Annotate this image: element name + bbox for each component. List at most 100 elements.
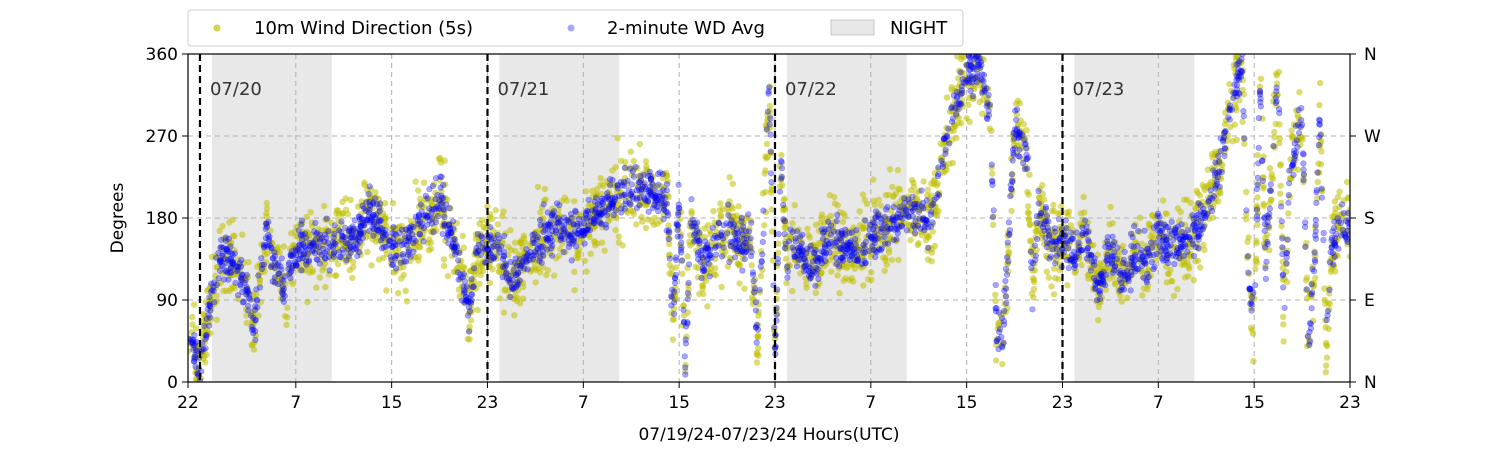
- wd5s-point-597: [1271, 128, 1278, 136]
- wd5s-point-2442: [417, 195, 424, 203]
- wd2min-point-1983: [1012, 107, 1019, 114]
- wd2min-point-2230: [412, 213, 419, 220]
- wd2min-point-1306: [548, 252, 556, 259]
- wd5s-point-2309: [226, 219, 233, 226]
- wd5s-point-2086: [805, 231, 812, 239]
- wd2min-point-1490: [931, 196, 938, 203]
- wd2min-point-1682: [1320, 236, 1327, 244]
- wd2min-point-927: [757, 263, 764, 270]
- wd2min-point-1941: [1121, 248, 1128, 255]
- wd5s-point-805: [735, 203, 742, 210]
- wd2min-point-1867: [239, 288, 246, 296]
- wd2min-point-577: [610, 211, 617, 219]
- wd2min-point-2278: [1245, 269, 1252, 276]
- wd5s-point-686: [582, 188, 590, 195]
- wd2min-point-1989: [295, 256, 302, 263]
- wd5s-point-1407: [283, 321, 290, 328]
- wd2min-point-1152: [599, 200, 607, 207]
- wd2min-point-2045: [684, 290, 692, 297]
- wd2min-point-2260: [1099, 277, 1106, 284]
- wd2min-point-387: [881, 233, 888, 240]
- wd2min-point-2201: [740, 235, 748, 242]
- wd5s-point-1877: [688, 208, 695, 215]
- wd2min-point-1621: [992, 281, 999, 289]
- wd5s-point-1925: [992, 291, 999, 299]
- wd2min-point-1376: [812, 246, 819, 253]
- wd2min-point-1420: [1110, 252, 1117, 260]
- wd2min-point-2002: [1096, 290, 1104, 297]
- wd5s-point-1220: [1253, 239, 1260, 247]
- wd5s-point-1795: [989, 170, 996, 177]
- wd5s-point-1884: [1024, 188, 1031, 196]
- wd2min-point-2058: [1047, 253, 1054, 260]
- wd2min-point-1510: [455, 257, 462, 264]
- wd5s-point-2547: [907, 187, 914, 194]
- wd5s-point-1415: [875, 196, 882, 203]
- wd2min-point-526: [245, 307, 252, 314]
- wd5s-point-1049: [566, 216, 573, 223]
- wd2min-point-591: [967, 87, 974, 94]
- wd5s-point-2539: [642, 158, 650, 165]
- wd2min-point-2166: [878, 225, 885, 232]
- wd2min-point-1531: [1009, 157, 1016, 164]
- wd2min-point-844: [1295, 106, 1302, 114]
- wd2min-point-1849: [637, 172, 644, 179]
- wd2min-point-2350: [1032, 252, 1039, 259]
- wd2min-point-1293: [759, 251, 766, 258]
- wd2min-point-965: [781, 218, 789, 225]
- wd2min-point-2110: [548, 212, 555, 219]
- wd5s-point-894: [877, 202, 884, 209]
- wd2min-point-2008: [1041, 227, 1048, 234]
- wd5s-point-716: [557, 235, 565, 242]
- wd5s-point-2324: [516, 300, 524, 307]
- wd2min-point-2073: [839, 255, 846, 262]
- wd5s-point-334: [1276, 135, 1284, 142]
- wd2min-point-2089: [356, 231, 363, 238]
- wd5s-point-1400: [657, 182, 665, 190]
- wd2min-point-1727: [1164, 224, 1171, 231]
- wd2min-point-2090: [663, 187, 670, 194]
- wd5s-point-1112: [438, 188, 445, 195]
- wd2min-point-358: [998, 334, 1005, 341]
- wd2min-point-1579: [645, 208, 652, 215]
- wd5s-point-1332: [1231, 65, 1238, 72]
- wd2min-point-1653: [565, 243, 572, 251]
- wd5s-point-1074: [675, 225, 682, 233]
- wd2min-point-1635: [781, 230, 788, 237]
- wd2min-point-1786: [1309, 289, 1316, 296]
- wd5s-point-903: [761, 222, 768, 229]
- wd5s-point-2084: [710, 207, 717, 215]
- wd5s-point-2534: [1033, 228, 1041, 235]
- wd2min-point-2178: [262, 235, 270, 242]
- wd5s-point-648: [1297, 141, 1304, 148]
- wd2min-point-2345: [1033, 213, 1040, 220]
- wd5s-point-817: [331, 272, 339, 279]
- wd5s-point-1970: [1170, 292, 1178, 299]
- wd2min-point-2149: [1304, 333, 1311, 340]
- wd5s-point-1347: [1185, 252, 1192, 259]
- wd5s-point-83: [476, 239, 483, 247]
- wd2min-point-792: [370, 232, 377, 239]
- wd2min-point-1753: [1279, 271, 1287, 278]
- wd5s-point-814: [1004, 268, 1012, 275]
- wd2min-point-1936: [974, 73, 981, 80]
- wd5s-point-1997: [1231, 101, 1239, 108]
- wd2min-point-2282: [697, 258, 704, 266]
- wd2min-point-2155: [418, 223, 425, 230]
- wd5s-point-749: [1286, 193, 1294, 200]
- wd5s-point-86: [739, 255, 746, 262]
- wd2min-point-1509: [778, 175, 785, 182]
- wd2min-point-816: [1312, 235, 1319, 242]
- wd2min-point-441: [862, 217, 869, 224]
- wd2min-point-2361: [843, 250, 850, 257]
- wd2min-point-1590: [1138, 247, 1145, 254]
- wd2min-point-51: [706, 273, 713, 280]
- wd5s-point-1878: [1164, 270, 1172, 277]
- wd2min-point-2318: [228, 264, 235, 272]
- wd5s-point-336: [679, 322, 686, 329]
- wd2min-point-1643: [1073, 229, 1080, 236]
- wd2min-point-1922: [338, 229, 345, 236]
- wd5s-point-978: [669, 336, 677, 343]
- wd5s-point-1335: [1201, 246, 1208, 254]
- wd2min-point-1938: [1311, 256, 1318, 264]
